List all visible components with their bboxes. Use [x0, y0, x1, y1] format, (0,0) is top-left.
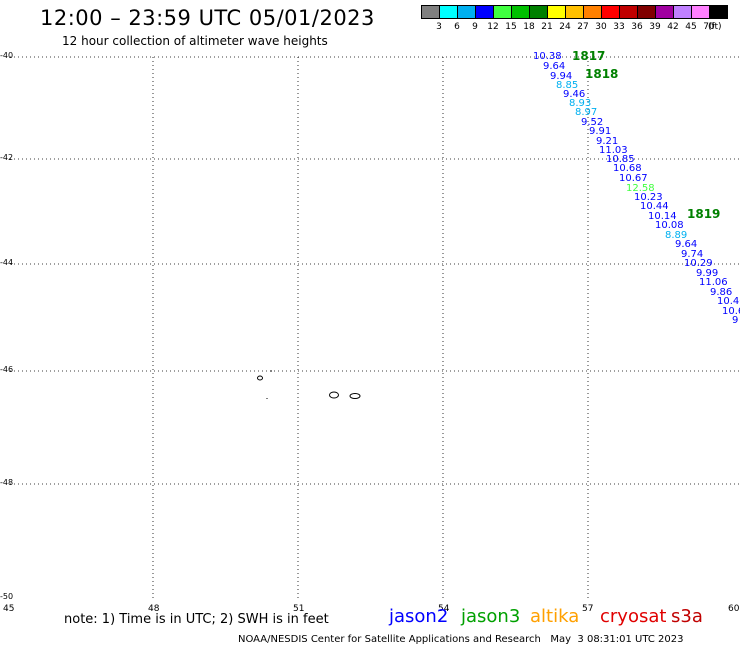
colorbar-swatch	[547, 5, 566, 19]
wave-height-value: 9.99	[696, 268, 719, 279]
colorbar-swatch	[511, 5, 530, 19]
wave-height-value: 9.94	[550, 71, 573, 82]
colorbar-unit: (ft)	[708, 22, 722, 32]
colorbar-swatch	[439, 5, 458, 19]
colorbar-tick-label: 33	[613, 22, 625, 32]
colorbar-tick-label: 27	[577, 22, 589, 32]
colorbar-swatch	[691, 5, 710, 19]
satellite-legend-item: altika	[530, 606, 580, 627]
colorbar-tick-label: 42	[667, 22, 679, 32]
wave-height-value: 10.67	[619, 173, 648, 184]
colorbar-swatch	[565, 5, 584, 19]
satellite-legend-item: cryosat	[600, 606, 667, 627]
colorbar-tick-label: 18	[523, 22, 535, 32]
map-title: 12:00 – 23:59 UTC 05/01/2023	[40, 6, 375, 30]
wave-height-value: 9.46	[563, 89, 586, 100]
wave-height-value: 9.91	[589, 126, 612, 137]
wave-height-value: 11.06	[699, 277, 728, 288]
longitude-label: 45	[3, 604, 15, 614]
colorbar-swatch	[673, 5, 692, 19]
colorbar-tick-label: 70	[703, 22, 715, 32]
colorbar-tick-label: 39	[649, 22, 661, 32]
colorbar-swatch	[457, 5, 476, 19]
wave-height-colorbar	[421, 5, 728, 19]
satellite-legend-item: jason2	[389, 606, 449, 627]
latitude-label: -44	[0, 258, 14, 267]
wave-height-value: 10.85	[606, 154, 635, 165]
colorbar-tick-label: 3	[436, 22, 442, 32]
colorbar-tick-label: 15	[505, 22, 517, 32]
wave-height-value: 9.52	[581, 117, 604, 128]
colorbar-swatch	[601, 5, 620, 19]
wave-height-value: 8.89	[665, 230, 688, 241]
wave-height-value: 10.44	[640, 201, 669, 212]
wave-height-value: 9.74	[681, 249, 704, 260]
colorbar-tick-label: 36	[631, 22, 643, 32]
latitude-label: -40	[0, 51, 14, 60]
colorbar-swatch	[475, 5, 494, 19]
colorbar-tick-label: 21	[541, 22, 553, 32]
pass-time-label: 1818	[585, 67, 619, 81]
credit-line: NOAA/NESDIS Center for Satellite Applica…	[238, 634, 684, 645]
latitude-label: -46	[0, 365, 14, 374]
wave-height-value: 10.29	[684, 258, 713, 269]
longitude-label: 54	[438, 604, 450, 614]
wave-height-value: 9.64	[675, 239, 698, 250]
map-subtitle: 12 hour collection of altimeter wave hei…	[62, 34, 328, 48]
colorbar-swatch	[619, 5, 638, 19]
satellite-legend-item: s3a	[671, 606, 703, 627]
colorbar-swatch	[583, 5, 602, 19]
longitude-label: 48	[148, 604, 160, 614]
wave-height-value: 8.97	[575, 107, 598, 118]
wave-height-value: 10.6	[722, 306, 740, 317]
latitude-label: -48	[0, 478, 14, 487]
wave-height-value: 10.68	[613, 163, 642, 174]
colorbar-tick-label: 6	[454, 22, 460, 32]
wave-height-value: 8.93	[569, 98, 592, 109]
wave-height-value: 8.85	[556, 80, 579, 91]
colorbar-tick-label: 24	[559, 22, 571, 32]
map-plot-area	[10, 56, 740, 598]
colorbar-tick-label: 45	[685, 22, 697, 32]
colorbar-tick-label: 9	[472, 22, 478, 32]
wave-height-value: 10.14	[648, 211, 677, 222]
colorbar-swatch	[637, 5, 656, 19]
wave-height-value: 12.58	[626, 183, 655, 194]
colorbar-swatch	[421, 5, 440, 19]
longitude-label: 57	[582, 604, 594, 614]
colorbar-labels: 3 6 9 12 15 18 21 24 27 30 33 36 39 42 45 70	[430, 22, 718, 32]
colorbar-tick-label: 30	[595, 22, 607, 32]
pass-time-label: 1817	[572, 49, 606, 63]
wave-height-value: 9.64	[543, 61, 566, 72]
wave-height-value: 10.40	[717, 296, 740, 307]
wave-height-value: 10.08	[655, 220, 684, 231]
colorbar-swatch	[493, 5, 512, 19]
longitude-label: 60	[728, 604, 740, 614]
pass-time-label: 1819	[687, 207, 721, 221]
latitude-label: -42	[0, 153, 14, 162]
colorbar-swatch	[709, 5, 728, 19]
satellite-legend-item: jason3	[461, 606, 521, 627]
wave-height-value: 10.38	[533, 51, 562, 62]
colorbar-swatch	[529, 5, 548, 19]
wave-height-value: 9	[732, 315, 739, 326]
wave-height-value: 11.03	[599, 145, 628, 156]
wave-height-value: 9.21	[596, 136, 619, 147]
colorbar-tick-label: 12	[487, 22, 499, 32]
latitude-label: -50	[0, 592, 14, 601]
footer-note: note: 1) Time is in UTC; 2) SWH is in fe…	[64, 612, 329, 627]
island-outlines	[257, 370, 361, 399]
colorbar-swatch	[655, 5, 674, 19]
gridlines	[10, 56, 740, 598]
wave-height-value: 9.86	[710, 287, 733, 298]
wave-height-value: 10.23	[634, 192, 663, 203]
longitude-label: 51	[293, 604, 305, 614]
